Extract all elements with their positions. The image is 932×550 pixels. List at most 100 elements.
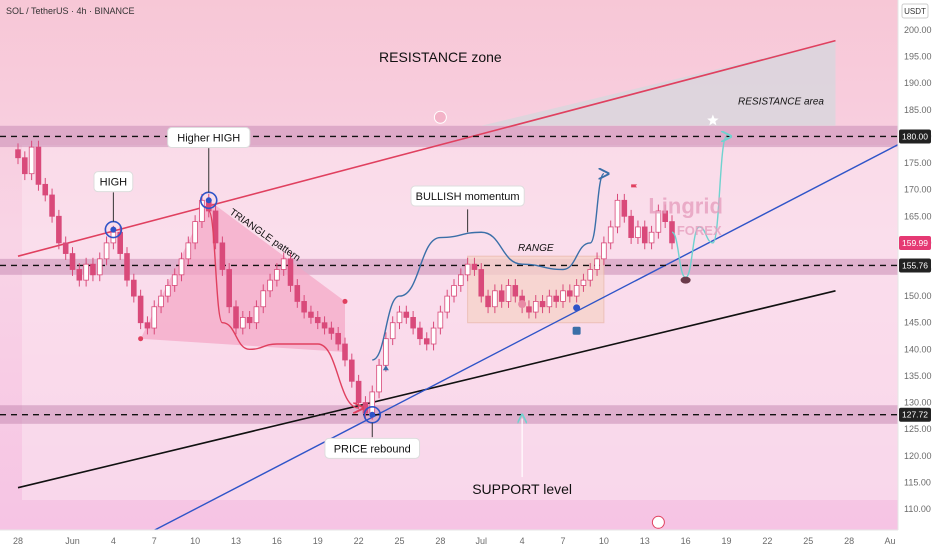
y-tick-label: 195.00: [904, 52, 932, 62]
resistance-area-annotation: RESISTANCE area: [738, 97, 824, 108]
candle-body: [137, 295, 144, 324]
candle-body: [165, 285, 171, 297]
candle-body: [451, 285, 457, 297]
candle-body: [69, 253, 76, 270]
x-tick-label: 4: [520, 536, 525, 546]
candle-body: [355, 380, 362, 403]
y-tick-label: 170.00: [904, 185, 932, 195]
x-tick-label: 10: [599, 536, 609, 546]
candle-body: [648, 231, 655, 244]
candle-body: [498, 290, 505, 302]
x-tick-label: 16: [272, 536, 282, 546]
price-axis-panel[interactable]: [898, 0, 932, 550]
y-tick-label: 110.00: [904, 504, 931, 514]
high-box: [93, 171, 134, 193]
y-tick-label: 200.00: [904, 25, 932, 35]
price-rebound-dot: [369, 411, 376, 418]
x-tick-label: 28: [13, 536, 23, 546]
x-tick-label: 28: [844, 536, 854, 546]
price-rebound-label: PRICE rebound: [334, 443, 411, 455]
candle-body: [580, 279, 587, 286]
price-badge-label: 127.72: [902, 410, 928, 420]
star-icon: [707, 114, 719, 126]
x-tick-label: 19: [721, 536, 731, 546]
price-badge-159.99[interactable]: 159.99: [899, 235, 931, 250]
candle-body: [546, 295, 553, 308]
currency-badge[interactable]: USDT: [901, 3, 929, 19]
y-tick-label: 175.00: [904, 158, 932, 168]
y-tick-label: 185.00: [904, 105, 932, 115]
price-badge-label: 180.00: [902, 131, 928, 141]
candle-body: [158, 295, 164, 308]
symbol-header: SOL / TetherUS · 4h · BINANCE: [6, 6, 135, 16]
price-badge-155.76[interactable]: 155.76: [899, 258, 931, 273]
range-label: RANGE: [518, 243, 554, 254]
high-annotation: HIGH: [93, 171, 134, 193]
price-rebound-box: [324, 437, 421, 459]
candle-body: [90, 263, 96, 276]
triangle-vertex: [342, 298, 348, 304]
price-badge-bg: [899, 258, 931, 273]
y-tick-label: 145.00: [904, 318, 932, 328]
mid-band: [0, 258, 898, 275]
price-badge-180.00[interactable]: 180.00: [899, 129, 931, 144]
candle-body: [15, 149, 21, 159]
higher-high-dot: [205, 197, 212, 204]
x-tick-label: Jul: [475, 536, 487, 546]
resistance-zone-label: RESISTANCE zone: [379, 49, 502, 65]
price-badge-bg: [899, 407, 931, 422]
bullish-momentum-box: [410, 185, 525, 207]
y-tick-label: 190.00: [904, 78, 932, 88]
currency-badge-label: USDT: [904, 7, 926, 16]
higher-high-annotation: Higher HIGH: [167, 127, 251, 149]
high-dot: [110, 226, 117, 233]
candle-body: [567, 290, 573, 297]
candle-body: [301, 301, 307, 313]
candle-body: [219, 242, 226, 270]
x-tick-label: 25: [803, 536, 813, 546]
candle-body: [601, 242, 607, 260]
candle-body: [342, 343, 348, 361]
candle-body: [294, 285, 301, 302]
rocket-icon: [382, 365, 389, 371]
candle-body: [96, 258, 103, 276]
triangle-vertex: [138, 336, 144, 342]
x-tick-label: 4: [111, 536, 116, 546]
candle-body: [124, 253, 130, 281]
candle-body: [274, 269, 280, 281]
snail-icon: [518, 300, 527, 309]
candle-body: [485, 295, 491, 308]
candle-body: [369, 391, 376, 414]
candle-body: [56, 215, 62, 244]
candle-body: [240, 316, 246, 329]
candle-body: [171, 274, 178, 286]
candle-body: [444, 295, 450, 313]
candle-body: [423, 338, 430, 345]
price-badge-127.72[interactable]: 127.72: [899, 407, 931, 422]
time-axis-panel[interactable]: [0, 530, 898, 550]
candle-body: [560, 290, 566, 302]
candle-body: [267, 279, 273, 292]
candle-body: [505, 285, 512, 302]
x-tick-label: 22: [762, 536, 772, 546]
candle-body: [76, 269, 83, 281]
candle-body: [192, 221, 198, 244]
candle-body: [532, 301, 539, 313]
support-level-label: SUPPORT level: [472, 481, 572, 497]
candle-body: [49, 194, 55, 217]
down-arrow-icon: [433, 110, 447, 124]
candle-body: [253, 306, 260, 324]
bullish-momentum-label: BULLISH momentum: [416, 191, 520, 203]
x-tick-label: 25: [394, 536, 404, 546]
candle-body: [430, 327, 437, 345]
triangle-breakdown-path: [208, 210, 359, 408]
candle-body: [607, 226, 614, 244]
candle-body: [458, 274, 464, 286]
price-badge-bg: [899, 129, 931, 144]
candle-body: [594, 258, 600, 270]
price-rebound-annotation: PRICE rebound: [324, 437, 421, 459]
candle-body: [655, 210, 662, 233]
candle-body: [641, 226, 648, 244]
candle-body: [437, 311, 444, 329]
